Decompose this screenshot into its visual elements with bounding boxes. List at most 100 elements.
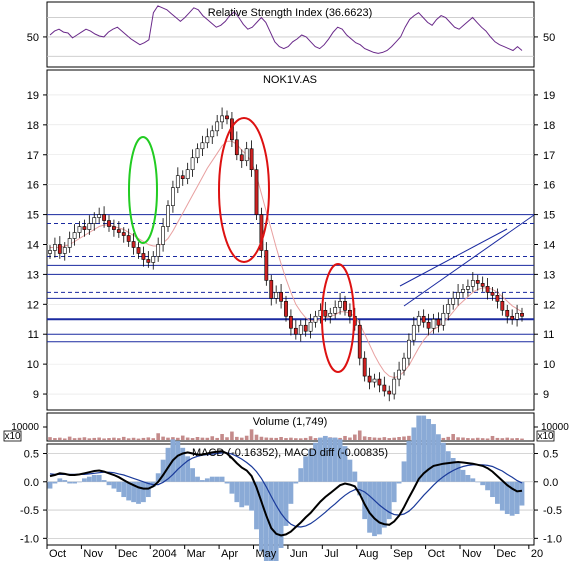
macd-diff-bar: [347, 459, 353, 482]
volume-bar: [215, 437, 219, 440]
price-panel: 9 9 10 10 11 11 12 12 13 13 14 14 15 15 16 16 17 17 18 18 19…: [27, 69, 555, 411]
candle-body: [220, 115, 224, 123]
price-tick-label: 10: [543, 359, 555, 371]
macd-diff-bar: [86, 476, 92, 482]
macd-diff-bar: [259, 481, 264, 552]
candle-body: [161, 226, 165, 245]
macd-diff-bar: [209, 476, 215, 482]
x-tick-label: Aug: [359, 548, 379, 560]
candle-body: [180, 175, 185, 179]
candle-body: [225, 115, 229, 120]
candle-body: [156, 244, 161, 257]
candle-body: [362, 357, 367, 377]
volume-bar: [82, 437, 87, 440]
price-tick-label: 13: [27, 269, 39, 281]
volume-bar: [495, 437, 500, 440]
volume-bar: [480, 438, 485, 440]
candle-body: [57, 244, 62, 254]
macd-diff-bar: [268, 481, 274, 561]
volume-bar: [372, 437, 377, 440]
macd-diff-bar: [298, 468, 304, 482]
macd-diff-bar: [440, 442, 446, 482]
macd-diff-bar: [111, 481, 117, 489]
x-tick-label: Jul: [324, 548, 338, 560]
macd-diff-bar: [62, 480, 68, 482]
macd-diff-bar: [504, 481, 510, 515]
channel-upper-line: [399, 228, 508, 287]
candle-body: [185, 169, 190, 179]
macd-diff-bar: [273, 481, 279, 561]
macd-diff-bar: [436, 434, 441, 482]
candle-body: [328, 312, 333, 317]
macd-diff-bar: [190, 468, 195, 482]
candle-body: [171, 187, 175, 206]
candle-body: [254, 169, 259, 215]
volume-bar: [239, 437, 244, 440]
price-tick-label: 18: [27, 120, 39, 132]
volume-bar: [289, 437, 293, 440]
macd-diff-bar: [131, 481, 136, 503]
macd-diff-bar: [254, 481, 259, 530]
macd-tick-label: 0.0: [24, 477, 39, 489]
macd-diff-bar: [244, 481, 250, 506]
candle-body: [357, 324, 362, 359]
candle-body: [77, 226, 82, 233]
price-tick-label: 12: [543, 299, 555, 311]
volume-bar: [67, 436, 72, 440]
candle-body: [97, 214, 102, 218]
volume-bar: [377, 437, 382, 440]
candle-body: [87, 223, 92, 230]
candle-body: [500, 301, 505, 311]
candle-body: [343, 301, 347, 311]
rsi-tick-label: 50: [543, 32, 555, 44]
macd-diff-bar: [165, 447, 171, 482]
volume-bar: [382, 437, 387, 440]
macd-diff-bar: [239, 481, 245, 508]
candle-body: [205, 136, 210, 144]
macd-diff-bar: [283, 481, 289, 526]
price-tick-label: 11: [28, 329, 39, 341]
volume-bar: [407, 435, 411, 440]
macd-diff-bar: [318, 437, 323, 482]
macd-diff-bar: [485, 481, 490, 491]
volume-bar: [446, 436, 451, 440]
volume-bar: [471, 438, 475, 440]
candle-body: [392, 378, 397, 395]
price-tick-label: 15: [27, 210, 39, 222]
candle-body: [402, 357, 406, 371]
candle-body: [348, 309, 352, 317]
volume-bar: [387, 438, 392, 440]
volume-bar: [402, 436, 406, 440]
x-tick-label: Mar: [187, 548, 206, 560]
rsi-title: Relative Strength Index (36.6623): [208, 7, 373, 19]
candle-body: [470, 280, 475, 287]
candle-body: [490, 292, 495, 296]
rsi-panel: 50 50 Relative Strength Index (36.6623): [27, 1, 555, 68]
macd-diff-bar: [219, 476, 225, 482]
volume-bar: [87, 438, 92, 440]
candle-body: [387, 390, 392, 395]
candle-body: [116, 229, 121, 233]
volume-bar: [205, 437, 210, 440]
volume-bar: [235, 436, 239, 440]
volume-bar: [210, 436, 215, 440]
candle-body: [82, 226, 87, 230]
price-tick-label: 14: [543, 239, 555, 251]
volume-title: Volume (1,749): [253, 416, 328, 428]
candle-body: [367, 375, 372, 383]
candle-body: [269, 280, 274, 299]
macd-diff-bar: [327, 437, 333, 482]
volume-bar: [48, 437, 52, 440]
candle-body: [372, 378, 377, 383]
volume-bar: [62, 438, 67, 440]
price-tick-label: 19: [27, 90, 39, 102]
candle-body: [279, 292, 283, 302]
price-tick-label: 9: [543, 389, 549, 401]
volume-bar: [72, 438, 77, 440]
candle-body: [298, 324, 303, 335]
volume-tick-right: 10000: [541, 422, 569, 433]
volume-bar: [515, 438, 519, 440]
macd-diff-bar: [67, 481, 73, 484]
candle-body: [495, 295, 500, 302]
volume-bar: [490, 435, 495, 440]
